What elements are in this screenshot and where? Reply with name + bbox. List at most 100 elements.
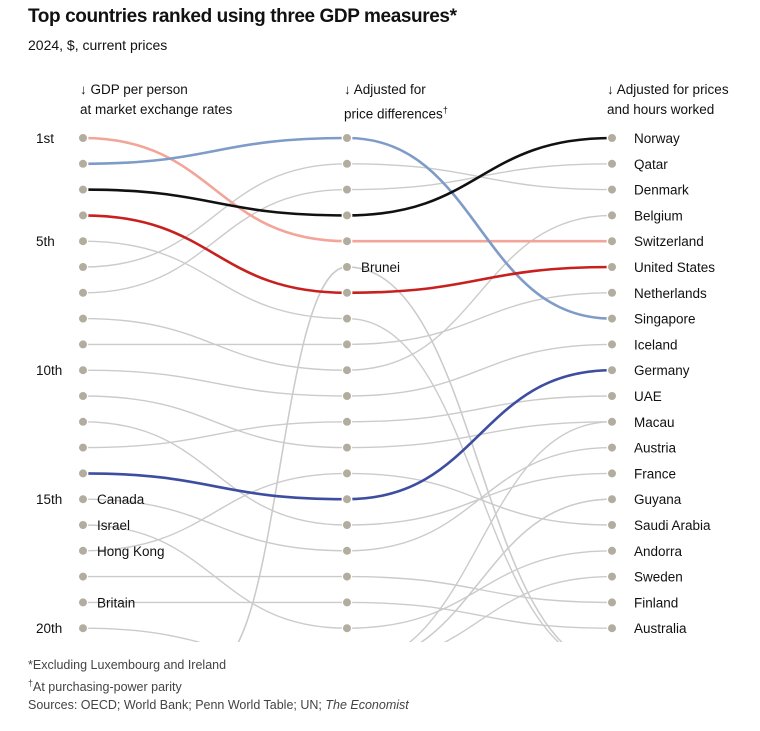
rank-dot bbox=[77, 287, 89, 298]
rank-dot bbox=[77, 390, 89, 402]
down-arrow-icon: ↓ bbox=[344, 82, 351, 97]
sources-publication: The Economist bbox=[325, 698, 409, 712]
column-header-price-adjusted: ↓ Adjusted for price differences† bbox=[344, 80, 448, 125]
country-label-middle: Brunei bbox=[361, 260, 400, 275]
gray-country-line bbox=[82, 472, 613, 552]
rank-dot bbox=[606, 158, 618, 169]
down-arrow-icon: ↓ bbox=[80, 82, 87, 97]
footnote-excluding: *Excluding Luxembourg and Ireland bbox=[28, 658, 227, 672]
rank-dot bbox=[77, 623, 89, 634]
country-label-left: Canada bbox=[97, 492, 145, 507]
rank-dot bbox=[341, 184, 353, 195]
rank-dot bbox=[341, 468, 353, 479]
rank-dot bbox=[606, 390, 618, 402]
rank-dot bbox=[77, 235, 89, 247]
country-label-right: Germany bbox=[634, 363, 690, 378]
country-label-right: France bbox=[634, 466, 676, 481]
dagger-mark: † bbox=[442, 105, 448, 115]
gray-country-line bbox=[420, 498, 613, 642]
country-label-right: Guyana bbox=[634, 492, 682, 507]
country-label-right: Norway bbox=[634, 131, 680, 146]
rank-dot bbox=[77, 545, 89, 557]
country-label-left: Hong Kong bbox=[97, 544, 165, 559]
gray-country-line bbox=[82, 214, 613, 371]
country-label-right: Qatar bbox=[634, 157, 668, 172]
country-label-left: Israel bbox=[97, 518, 130, 533]
rank-dot bbox=[606, 184, 618, 195]
country-label-right: Iceland bbox=[634, 337, 678, 352]
country-label-right: Andorra bbox=[634, 544, 683, 559]
rank-dot bbox=[77, 494, 89, 505]
rank-dot bbox=[77, 442, 89, 453]
country-label-right: Switzerland bbox=[634, 234, 704, 249]
rank-dot bbox=[341, 623, 353, 634]
column-header-line2: and hours worked bbox=[607, 102, 715, 117]
country-label-right: Belgium bbox=[634, 208, 683, 223]
rank-dot bbox=[606, 623, 618, 634]
rank-dot bbox=[77, 261, 89, 273]
rank-axis-label: 5th bbox=[36, 234, 55, 249]
rank-dot bbox=[606, 210, 618, 221]
country-label-right: Macau bbox=[634, 415, 675, 430]
column-header-line2: at market exchange rates bbox=[80, 102, 233, 117]
rank-dot bbox=[341, 210, 353, 221]
rank-axis-label: 10th bbox=[36, 363, 62, 378]
country-label-right: Austria bbox=[634, 441, 677, 456]
rank-dot bbox=[606, 261, 618, 273]
rank-dot bbox=[341, 132, 353, 144]
country-label-right: Saudi Arabia bbox=[634, 518, 711, 533]
column-header-line1: Adjusted for bbox=[353, 82, 426, 97]
rank-dot bbox=[341, 597, 353, 608]
rank-dot bbox=[341, 545, 353, 557]
rank-dot bbox=[341, 416, 353, 427]
sources-note: Sources: OECD; World Bank; Penn World Ta… bbox=[28, 698, 409, 712]
rank-dot bbox=[77, 339, 89, 350]
rank-dot bbox=[77, 184, 89, 195]
rank-dot bbox=[77, 519, 89, 531]
rank-dot bbox=[341, 365, 353, 376]
rank-dot bbox=[77, 468, 89, 479]
rank-dot bbox=[341, 158, 353, 169]
column-header-line2: price differences bbox=[344, 106, 443, 122]
rank-dot bbox=[341, 261, 353, 273]
column-header-market-rates: ↓ GDP per person at market exchange rate… bbox=[80, 80, 232, 120]
rank-dot bbox=[606, 365, 618, 376]
country-label-right: Sweden bbox=[634, 570, 683, 585]
highlighted-country-line bbox=[82, 136, 613, 320]
rank-dot bbox=[606, 339, 618, 350]
rank-dot bbox=[606, 468, 618, 479]
rank-dot bbox=[341, 339, 353, 350]
rank-dot bbox=[77, 132, 89, 144]
rank-dot bbox=[77, 365, 89, 376]
rank-dot bbox=[341, 287, 353, 298]
country-label-right: United States bbox=[634, 260, 715, 275]
rank-dot bbox=[606, 519, 618, 531]
down-arrow-icon: ↓ bbox=[607, 82, 614, 97]
rank-dot bbox=[606, 235, 618, 247]
rank-dot bbox=[77, 158, 89, 169]
rank-dot bbox=[341, 390, 353, 402]
rank-dot bbox=[341, 571, 353, 582]
rank-dot bbox=[341, 519, 353, 531]
rank-dot bbox=[606, 416, 618, 427]
rank-dot bbox=[77, 597, 89, 608]
country-label-right: Netherlands bbox=[634, 286, 707, 301]
rank-axis-label: 1st bbox=[36, 131, 54, 146]
rank-axis-label: 20th bbox=[36, 621, 62, 636]
rank-dot bbox=[77, 571, 89, 582]
dagger-mark: † bbox=[28, 678, 34, 688]
country-label-right: Australia bbox=[634, 621, 687, 636]
gray-country-line bbox=[82, 240, 560, 642]
chart-subtitle: 2024, $, current prices bbox=[28, 37, 168, 53]
gray-country-line bbox=[408, 421, 613, 642]
rank-dot bbox=[77, 210, 89, 221]
column-header-line1: GDP per person bbox=[90, 82, 188, 97]
gray-country-line bbox=[82, 575, 613, 642]
country-label-right: Singapore bbox=[634, 312, 696, 327]
chart-title: Top countries ranked using three GDP mea… bbox=[28, 6, 457, 27]
rank-dot bbox=[341, 313, 353, 324]
rank-dot bbox=[606, 597, 618, 608]
rank-axis-label: 15th bbox=[36, 492, 62, 507]
rank-dot bbox=[606, 313, 618, 324]
